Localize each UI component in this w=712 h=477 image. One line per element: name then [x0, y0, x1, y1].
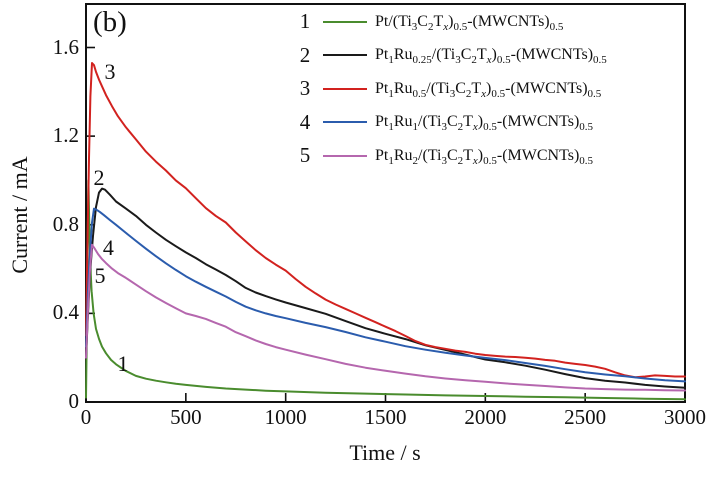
curve-4 [85, 207, 686, 383]
legend-item: 5 Pt1Ru2/(Ti3C2Tx)0.5-(MWCNTs)0.5 [296, 139, 607, 173]
x-tick-label: 2000 [464, 405, 507, 429]
x-tick-label: 3000 [664, 405, 706, 429]
legend-item-label: Pt1Ru0.5/(Ti3C2Tx)0.5-(MWCNTs)0.5 [375, 79, 602, 100]
x-tick-label: 2500 [564, 405, 607, 429]
axes-frame [85, 3, 686, 403]
legend-line-swatch [323, 121, 367, 124]
legend-item: 2 Pt1Ru0.25/(Ti3C2Tx)0.5-(MWCNTs)0.5 [296, 39, 607, 73]
curve-number-3: 3 [104, 58, 116, 84]
curve-3 [85, 62, 686, 379]
legend-item: 4 Pt1Ru1/(Ti3C2Tx)0.5-(MWCNTs)0.5 [296, 106, 607, 140]
y-tick-label: 0.8 [52, 211, 79, 236]
curve-number-2: 2 [93, 165, 105, 191]
legend-item-number: 4 [299, 109, 311, 134]
curve-5 [85, 243, 686, 392]
legend-line-swatch [323, 20, 367, 23]
legend-item-label: Pt1Ru1/(Ti3C2Tx)0.5-(MWCNTs)0.5 [375, 113, 594, 134]
curve-number-4: 4 [102, 235, 114, 260]
legend-item-label: Pt1Ru2/(Ti3C2Tx)0.5-(MWCNTs)0.5 [375, 146, 594, 167]
curve-number-1: 1 [117, 351, 129, 377]
legend-item-number: 5 [299, 143, 311, 168]
legend-item-label: Pt/(Ti3C2Tx)0.5-(MWCNTs)0.5 [375, 12, 564, 33]
legend-item-number: 3 [299, 76, 311, 101]
legend-line-swatch [323, 87, 367, 90]
y-tick-label: 1.6 [52, 34, 79, 59]
curve-number-5: 5 [94, 263, 106, 289]
legend-item-number: 1 [299, 9, 311, 34]
x-tick-label: 1500 [364, 405, 407, 429]
y-tick-label: 1.2 [52, 123, 79, 148]
legend-line-swatch [323, 154, 367, 157]
x-tick-label: 500 [170, 405, 202, 429]
legend: 1 Pt/(Ti3C2Tx)0.5-(MWCNTs)0.5 2 Pt1Ru0.25/(… [296, 5, 607, 173]
x-tick-label: 0 [80, 405, 92, 429]
legend-item-number: 2 [299, 42, 311, 67]
y-tick-label: 0.4 [52, 300, 79, 325]
curve-2 [85, 187, 686, 389]
legend-item: 3 Pt1Ru0.5/(Ti3C2Tx)0.5-(MWCNTs)0.5 [296, 72, 607, 106]
x-tick-label: 1000 [264, 405, 307, 429]
y-tick-label: 0 [68, 389, 80, 413]
curve-1 [85, 179, 686, 401]
legend-item: 1 Pt/(Ti3C2Tx)0.5-(MWCNTs)0.5 [296, 5, 607, 39]
legend-item-label: Pt1Ru0.25/(Ti3C2Tx)0.5-(MWCNTs)0.5 [375, 46, 607, 67]
panel-label: (b) [93, 6, 127, 38]
x-axis-title: Time / s [349, 440, 421, 465]
legend-line-swatch [323, 54, 367, 57]
